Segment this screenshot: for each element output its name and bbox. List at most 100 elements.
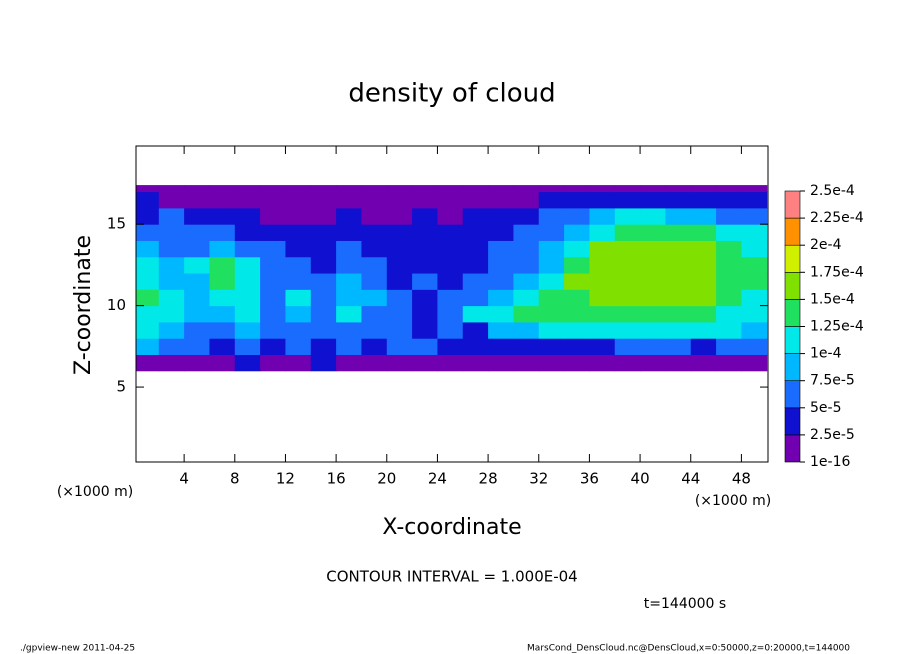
heatmap-cell [234, 256, 261, 274]
heatmap-cell [640, 305, 666, 323]
heatmap-cell [234, 240, 261, 258]
heatmap-cell [234, 338, 261, 355]
heatmap-cell [589, 207, 616, 225]
heatmap-cell [437, 321, 464, 339]
heatmap-cell [184, 354, 210, 372]
heatmap-cell [716, 354, 742, 372]
heatmap-cell [589, 338, 616, 355]
heatmap-cell [285, 273, 312, 290]
heatmap-cell [538, 256, 565, 274]
heatmap-cell [336, 338, 362, 355]
contour-note: CONTOUR INTERVAL = 1.000E-04 [326, 568, 577, 586]
heatmap-cell [614, 289, 641, 307]
heatmap-cell [589, 273, 616, 290]
heatmap-cell [640, 321, 666, 339]
heatmap-cell [158, 338, 185, 355]
x-tick-label: 40 [631, 470, 650, 488]
heatmap-cell [564, 354, 590, 372]
heatmap-cell [564, 273, 590, 290]
heatmap-cell [538, 321, 565, 339]
heatmap-cell [184, 338, 210, 355]
x-tick-label: 20 [377, 470, 396, 488]
heatmap-cell [716, 289, 742, 307]
heatmap-cell [234, 273, 261, 290]
heatmap-cell [716, 224, 742, 241]
heatmap-cell [386, 354, 413, 372]
heatmap-cell [741, 289, 768, 307]
heatmap-cell [564, 289, 590, 307]
heatmap-cell [589, 321, 616, 339]
x-tick-label: 32 [529, 470, 548, 488]
heatmap-cell [361, 321, 388, 339]
heatmap-cell [614, 273, 641, 290]
heatmap-cell [336, 240, 362, 258]
heatmap-cell [513, 185, 540, 193]
heatmap-cell [136, 185, 160, 193]
heatmap-cell [386, 321, 413, 339]
heatmap-cell [336, 207, 362, 225]
heatmap-cells [136, 185, 768, 372]
heatmap-cell [589, 289, 616, 307]
heatmap-cell [260, 338, 286, 355]
heatmap-cell [412, 240, 438, 258]
heatmap-cell [538, 191, 565, 209]
heatmap-cell [538, 289, 565, 307]
heatmap-cell [665, 305, 692, 323]
heatmap-cell [209, 289, 236, 307]
heatmap-cell [513, 321, 540, 339]
heatmap-cell [589, 354, 616, 372]
heatmap-cell [260, 240, 286, 258]
heatmap-cell [741, 207, 768, 225]
heatmap-cell [158, 185, 185, 193]
heatmap-cell [412, 338, 438, 355]
heatmap-cell [488, 289, 514, 307]
heatmap-cell [716, 191, 742, 209]
heatmap-cell [234, 321, 261, 339]
heatmap-cell [285, 305, 312, 323]
heatmap-cell [386, 240, 413, 258]
time-label: t=144000 s [644, 596, 726, 612]
heatmap-cell [564, 207, 590, 225]
heatmap-cell [285, 338, 312, 355]
heatmap-cell [234, 289, 261, 307]
heatmap-cell [336, 305, 362, 323]
heatmap-cell [336, 273, 362, 290]
y-tick-label: 10 [107, 296, 126, 314]
x-tick-label: 16 [327, 470, 346, 488]
heatmap-cell [386, 185, 413, 193]
footer-left: ./gpview-new 2011-04-25 [20, 644, 135, 654]
heatmap-cell [310, 207, 337, 225]
heatmap-cell [614, 338, 641, 355]
heatmap-cell [589, 224, 616, 241]
heatmap-cell [158, 191, 185, 209]
heatmap-cell [564, 185, 590, 193]
x-tick-label: 8 [230, 470, 240, 488]
colorbar-label: 5e-5 [810, 400, 841, 416]
heatmap-cell [260, 185, 286, 193]
heatmap-cell [285, 289, 312, 307]
heatmap-cell [462, 207, 489, 225]
heatmap-cell [310, 354, 337, 372]
heatmap-cell [412, 207, 438, 225]
heatmap-cell [386, 191, 413, 209]
heatmap-cell [184, 207, 210, 225]
heatmap-cell [462, 224, 489, 241]
colorbar-label: 2.25e-4 [810, 210, 864, 226]
y-axis-label: Z-coordinate [71, 235, 96, 375]
heatmap-cell [614, 256, 641, 274]
heatmap-cell [336, 191, 362, 209]
heatmap-cell [158, 354, 185, 372]
heatmap-cell [437, 338, 464, 355]
heatmap-cell [665, 354, 692, 372]
heatmap-cell [589, 191, 616, 209]
heatmap-cell [285, 207, 312, 225]
heatmap-cell [589, 240, 616, 258]
heatmap-cell [614, 321, 641, 339]
heatmap-cell [741, 256, 768, 274]
heatmap-cell [412, 305, 438, 323]
heatmap-cell [690, 289, 717, 307]
x-tick-label: 44 [681, 470, 700, 488]
heatmap-cell [437, 191, 464, 209]
heatmap-cell [716, 256, 742, 274]
heatmap-cell [412, 273, 438, 290]
